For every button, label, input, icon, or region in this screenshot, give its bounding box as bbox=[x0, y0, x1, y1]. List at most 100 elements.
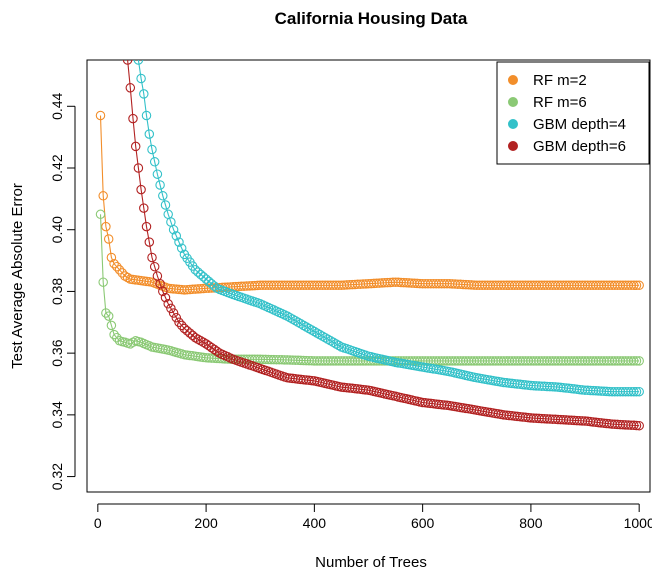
data-point bbox=[631, 386, 642, 397]
data-point bbox=[309, 326, 320, 337]
data-point bbox=[141, 221, 152, 232]
legend: RF m=2 RF m=6 GBM depth=4 GBM depth=6 bbox=[496, 61, 650, 165]
series-gbm-depth-6 bbox=[122, 60, 644, 431]
data-point bbox=[323, 334, 333, 345]
data-point bbox=[141, 110, 152, 121]
x-axis: 0 200 400 600 800 1000 bbox=[94, 503, 652, 531]
data-point bbox=[182, 326, 192, 336]
data-point bbox=[301, 322, 311, 332]
data-point bbox=[155, 180, 165, 190]
data-point bbox=[95, 209, 106, 220]
y-tick-label: 0.42 bbox=[49, 154, 65, 181]
data-point bbox=[144, 237, 155, 247]
data-point bbox=[149, 261, 160, 272]
data-point bbox=[174, 237, 184, 247]
legend-swatch bbox=[508, 141, 518, 151]
data-point bbox=[128, 113, 138, 124]
data-point bbox=[179, 323, 190, 334]
data-point bbox=[158, 286, 168, 297]
legend-label: RF m=6 bbox=[533, 94, 587, 111]
y-tick-label: 0.36 bbox=[49, 339, 65, 366]
data-point bbox=[298, 320, 309, 331]
data-point bbox=[139, 203, 149, 213]
x-axis-label: Number of Trees bbox=[315, 554, 427, 571]
data-point bbox=[333, 340, 344, 351]
data-point bbox=[136, 73, 146, 84]
data-point bbox=[130, 141, 141, 152]
data-point bbox=[144, 129, 155, 139]
data-point bbox=[171, 312, 182, 323]
plot-area bbox=[86, 59, 651, 493]
data-point bbox=[325, 336, 336, 346]
data-point bbox=[103, 311, 114, 321]
data-point bbox=[634, 356, 644, 366]
y-tick-label: 0.44 bbox=[49, 92, 65, 119]
data-point bbox=[212, 346, 222, 357]
legend-label: GBM depth=4 bbox=[533, 116, 626, 133]
data-point bbox=[198, 337, 209, 348]
data-point bbox=[629, 386, 639, 397]
data-point bbox=[285, 312, 295, 323]
y-axis-label: Test Average Absolute Error bbox=[9, 183, 26, 369]
data-point bbox=[631, 280, 642, 291]
data-point bbox=[634, 386, 644, 397]
series-line bbox=[137, 60, 640, 393]
data-point bbox=[139, 89, 149, 99]
data-point bbox=[149, 157, 160, 167]
plot-frame bbox=[86, 59, 651, 493]
data-point bbox=[631, 420, 642, 431]
data-point bbox=[120, 271, 130, 281]
data-point bbox=[147, 144, 157, 155]
data-point bbox=[287, 314, 298, 324]
data-point bbox=[106, 320, 117, 331]
data-point bbox=[136, 184, 146, 195]
data-point bbox=[98, 277, 108, 287]
data-point bbox=[201, 274, 211, 284]
data-point bbox=[315, 329, 325, 340]
data-point bbox=[160, 292, 171, 303]
y-axis: 0.32 0.34 0.36 0.38 0.40 0.42 0.44 bbox=[49, 92, 76, 490]
data-point bbox=[109, 329, 119, 340]
data-point bbox=[112, 261, 122, 272]
legend-swatch bbox=[508, 119, 518, 129]
x-tick-label: 0 bbox=[94, 515, 102, 531]
data-point bbox=[296, 319, 306, 329]
data-point bbox=[114, 265, 125, 275]
data-point bbox=[166, 303, 176, 314]
legend-label: GBM depth=6 bbox=[533, 138, 626, 155]
data-point bbox=[312, 328, 322, 338]
data-point bbox=[152, 169, 163, 179]
series-layer bbox=[95, 60, 644, 431]
legend-swatch bbox=[508, 75, 518, 85]
data-point bbox=[629, 356, 639, 366]
data-point bbox=[147, 252, 157, 263]
data-point bbox=[293, 317, 303, 328]
data-point bbox=[304, 323, 314, 334]
data-point bbox=[282, 311, 293, 321]
data-point bbox=[193, 267, 203, 277]
data-point bbox=[122, 60, 133, 65]
data-point bbox=[133, 163, 144, 173]
data-point bbox=[117, 268, 127, 278]
chart-title: California Housing Data bbox=[275, 9, 468, 28]
data-point bbox=[629, 280, 639, 291]
data-point bbox=[185, 328, 195, 338]
data-point bbox=[160, 200, 171, 210]
legend-box bbox=[496, 61, 650, 165]
data-point bbox=[198, 272, 209, 282]
y-tick-label: 0.32 bbox=[49, 463, 65, 490]
x-tick-label: 800 bbox=[519, 515, 543, 531]
data-point bbox=[629, 420, 639, 431]
data-point bbox=[168, 224, 179, 235]
data-point bbox=[101, 221, 111, 232]
x-tick-label: 600 bbox=[411, 515, 435, 531]
data-point bbox=[306, 325, 317, 335]
data-point bbox=[163, 299, 173, 309]
data-point bbox=[193, 334, 203, 345]
data-point bbox=[158, 191, 168, 201]
data-point bbox=[328, 337, 339, 348]
data-point bbox=[95, 110, 106, 121]
data-point bbox=[631, 356, 642, 366]
data-point bbox=[98, 191, 108, 201]
